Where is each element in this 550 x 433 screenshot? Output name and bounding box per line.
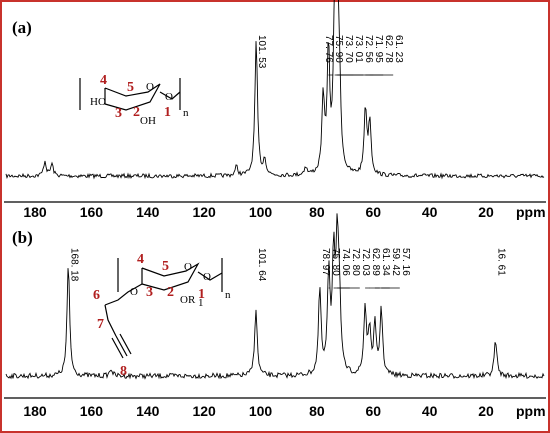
- atom-5-a: 5: [127, 80, 134, 95]
- x-tick-label: 180: [23, 204, 47, 220]
- peak-label: 59. 42: [390, 248, 401, 276]
- atom-5-b: 5: [162, 259, 169, 274]
- peak-label: 101. 64: [256, 248, 267, 282]
- peak-labels-b: 168. 18 101. 64 78. 97 75. 80 74. 06 72. 80 72…: [68, 248, 507, 289]
- x-tick-label: 160: [80, 403, 104, 419]
- label-O-ring-a: O: [146, 81, 154, 93]
- peak-label: 62. 89: [370, 248, 381, 276]
- x-tick-label: 60: [365, 204, 381, 220]
- spectrum-line-b: [5, 213, 545, 380]
- x-tick-label: 140: [136, 403, 160, 419]
- x-tick-label: 100: [249, 403, 273, 419]
- atom-6-b: 6: [93, 288, 100, 303]
- propargyl-glucan-structure-b: O O O OR 1 n 4 5 6 3 2 1 7 8: [93, 252, 231, 379]
- x-tick-label: 80: [309, 403, 325, 419]
- peak-label: 168. 18: [68, 248, 79, 282]
- x-axis-label-a: ppm: [516, 204, 546, 220]
- alkyne-bond-2-b: [119, 333, 132, 355]
- label-R-sub-b: 1: [198, 297, 204, 309]
- x-tick-label: 40: [422, 204, 438, 220]
- ring-b: [141, 262, 200, 291]
- label-O-ring-b: O: [184, 261, 192, 273]
- label-O-3-b: O: [130, 286, 138, 298]
- peak-label: 73. 70: [343, 35, 354, 63]
- atom-1-a: 1: [164, 105, 171, 120]
- peak-label: 101. 53: [256, 35, 267, 69]
- x-tick-labels-a: 180 160 140 120 100 80 60 40 20: [23, 204, 494, 220]
- atom-8-b: 8: [120, 364, 127, 379]
- x-axis-label-b: ppm: [516, 403, 546, 419]
- x-tick-label: 80: [309, 204, 325, 220]
- peak-label: 61. 34: [380, 248, 391, 276]
- x-tick-label: 120: [192, 204, 216, 220]
- x-tick-label: 20: [478, 204, 494, 220]
- alkyne-bond-1-b: [115, 335, 128, 357]
- peak-label: 73. 01: [353, 35, 364, 63]
- peak-label: 75. 80: [330, 248, 341, 276]
- peak-label: 71. 95: [373, 35, 384, 63]
- glucan-structure-a: HO OH O O n 4 5 3 2 1: [79, 73, 189, 127]
- label-n-b: n: [225, 289, 231, 301]
- atom-2-a: 2: [133, 105, 140, 120]
- label-O-link-b: O: [203, 271, 211, 283]
- atom-3-b: 3: [146, 285, 153, 300]
- atom-7-b: 7: [97, 317, 104, 332]
- panel-a-label: (a): [12, 18, 32, 37]
- x-tick-label: 60: [365, 403, 381, 419]
- peak-label: 62. 78: [383, 35, 394, 63]
- propargyl-ch2-b: [104, 304, 117, 337]
- panel-a: (a) 180 160 140 120 100 80 60 40 20 ppm 101. 53 7…: [5, 0, 546, 220]
- atom-1-b: 1: [198, 287, 205, 302]
- peak-label: 72. 56: [363, 35, 374, 63]
- peak-labels-a: 101. 53 77. 76 75. 90 73. 70 73. 01 72. 56 71.…: [256, 35, 404, 76]
- peak-label: 74. 06: [340, 248, 351, 276]
- peak-label: 77. 76: [323, 35, 334, 63]
- atom-2-b: 2: [167, 285, 174, 300]
- ring-a: [104, 83, 161, 111]
- peak-label: 72. 03: [360, 248, 371, 276]
- alkyne-bond-3-b: [111, 337, 124, 359]
- glyco-bond-a: [159, 91, 181, 100]
- atom-4-a: 4: [100, 73, 107, 88]
- x-tick-labels-b: 180 160 140 120 100 80 60 40 20: [23, 403, 494, 419]
- peak-label: 72. 80: [350, 248, 361, 276]
- peak-label: 78. 97: [320, 248, 331, 276]
- label-OR-b: OR: [180, 294, 196, 306]
- x-tick-label: 160: [80, 204, 104, 220]
- x-tick-label: 40: [422, 403, 438, 419]
- glyco-bond-b: [197, 271, 223, 281]
- x-tick-label: 100: [249, 204, 273, 220]
- x-tick-label: 140: [136, 204, 160, 220]
- peak-label: 16. 61: [496, 248, 507, 276]
- x-tick-label: 20: [478, 403, 494, 419]
- label-n-a: n: [183, 107, 189, 119]
- label-O-link-a: O: [165, 91, 173, 103]
- peak-label: 61. 23: [393, 35, 404, 63]
- peak-label: 57. 16: [400, 248, 411, 276]
- x-tick-label: 180: [23, 403, 47, 419]
- atom-4-b: 4: [137, 252, 144, 267]
- atom-3-a: 3: [115, 106, 122, 121]
- propargyl-chain-b: [104, 283, 143, 306]
- label-HO-a: HO: [90, 96, 106, 108]
- label-OH-a: OH: [140, 115, 156, 127]
- peak-label: 75. 90: [333, 35, 344, 63]
- panel-b: (b) 180 160 140 120 100 80 60 40 20 ppm 168. 18 1…: [4, 213, 546, 419]
- x-tick-label: 120: [192, 403, 216, 419]
- panel-b-label: (b): [12, 228, 33, 247]
- spectrum-line-a: [5, 0, 545, 180]
